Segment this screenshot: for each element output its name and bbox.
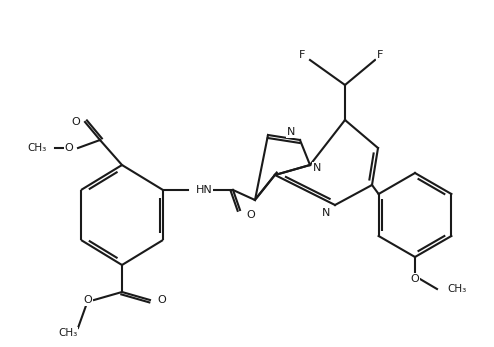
Text: O: O [411,274,419,284]
Text: O: O [64,143,73,153]
Text: O: O [246,210,255,220]
Text: O: O [71,117,80,127]
Text: CH₃: CH₃ [447,284,466,294]
Text: N: N [313,163,322,173]
Text: N: N [322,208,330,218]
Text: F: F [377,50,383,60]
Text: CH₃: CH₃ [58,328,78,338]
Text: N: N [287,127,295,137]
Text: F: F [299,50,305,60]
Text: O: O [157,295,166,305]
Text: HN: HN [196,185,213,195]
Text: CH₃: CH₃ [28,143,47,153]
Text: O: O [83,295,92,305]
